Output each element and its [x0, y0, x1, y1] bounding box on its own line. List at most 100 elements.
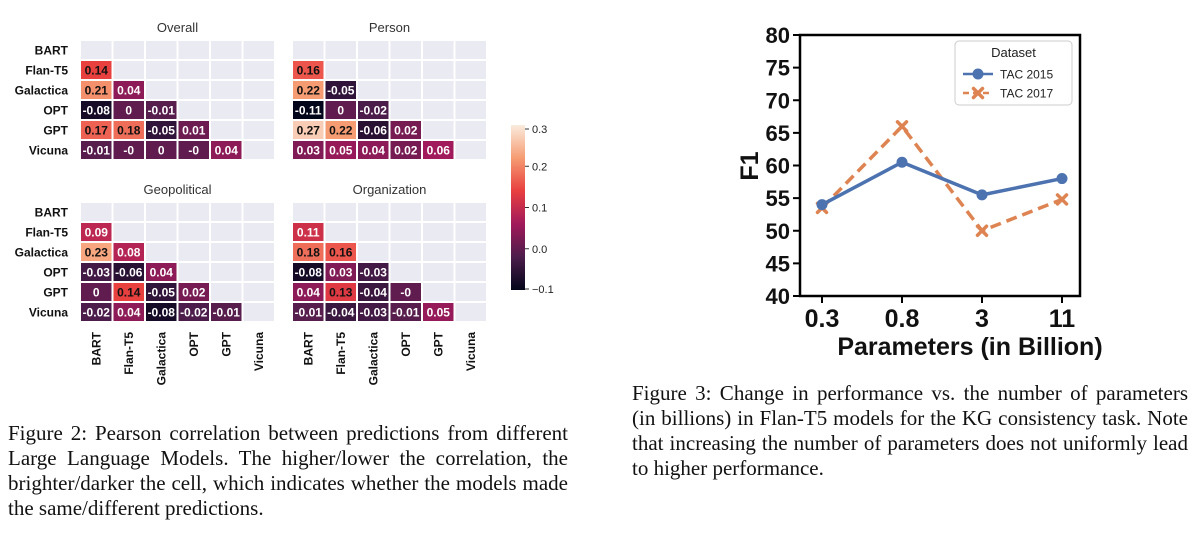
- heatmap-empty-cell: [209, 241, 244, 263]
- heatmap-empty-cell: [421, 281, 456, 303]
- heatmap-cell-label: 0.08: [117, 246, 141, 260]
- heatmap-empty-cell: [144, 79, 179, 101]
- heatmap-cell-label: -0: [188, 144, 199, 158]
- heatmap-empty-cell: [176, 99, 211, 121]
- heatmap-row-label: Galactica: [15, 84, 69, 98]
- heatmap-empty-cell: [356, 241, 391, 263]
- heatmap-title: Organization: [353, 182, 427, 197]
- heatmap-cell-label: 0.14: [117, 286, 141, 300]
- heatmap-cell-label: -0.01: [295, 306, 323, 320]
- y-axis-label: F1: [736, 151, 764, 180]
- heatmap-cell-label: 0.18: [117, 124, 141, 138]
- heatmap-cell-label: -0.01: [213, 306, 241, 320]
- heatmap-column-label: BART: [89, 331, 103, 365]
- series-point: [896, 156, 908, 168]
- heatmap-empty-cell: [356, 59, 391, 81]
- series-point: [971, 86, 985, 100]
- heatmap-column-label: Flan-T5: [334, 332, 348, 375]
- heatmap-empty-cell: [356, 39, 391, 61]
- heatmap-cell-label: -0: [400, 286, 411, 300]
- heatmap-column-label: Galactica: [366, 332, 380, 386]
- heatmap-cell-label: -0.03: [83, 266, 111, 280]
- heatmap-cell-label: -0.08: [148, 306, 176, 320]
- heatmap-empty-cell: [176, 241, 211, 263]
- heatmap-cell-label: -0.06: [360, 124, 388, 138]
- heatmap-cell-label: 0.21: [85, 84, 109, 98]
- heatmap-cell-label: 0.02: [182, 286, 206, 300]
- heatmap-empty-cell: [421, 79, 456, 101]
- heatmap-cell-label: 0.04: [215, 144, 239, 158]
- heatmap-empty-cell: [453, 139, 488, 161]
- heatmap-empty-cell: [209, 281, 244, 303]
- heatmap-empty-cell: [421, 59, 456, 81]
- heatmap-row-label: BART: [35, 44, 69, 58]
- heatmap-column-label: Galactica: [154, 332, 168, 386]
- series-point: [895, 120, 909, 133]
- heatmap-cell-label: -0.05: [148, 124, 176, 138]
- heatmap-panels: Overall 0.14 0.21 0.04 -0.08 0 -0.01 0.17 0.18 -0…: [15, 20, 488, 386]
- heatmap-empty-cell: [453, 301, 488, 323]
- heatmap-empty-cell: [421, 201, 456, 223]
- heatmap-empty-cell: [453, 261, 488, 283]
- heatmap-cell-label: 0.04: [117, 84, 141, 98]
- heatmap-empty-cell: [209, 39, 244, 61]
- heatmap-empty-cell: [241, 59, 276, 81]
- heatmap-empty-cell: [241, 139, 276, 161]
- heatmap-empty-cell: [453, 241, 488, 263]
- heatmap-cell-label: 0.14: [85, 64, 109, 78]
- heatmap-empty-cell: [421, 119, 456, 141]
- legend-box: [954, 40, 1073, 106]
- heatmap-empty-cell: [209, 99, 244, 121]
- heatmap-overall: Overall 0.14 0.21 0.04 -0.08 0 -0.01 0.17 0.18 -0…: [15, 20, 276, 161]
- y-tick-label: 40: [766, 284, 790, 309]
- heatmap-empty-cell: [241, 79, 276, 101]
- heatmap-empty-cell: [356, 201, 391, 223]
- heatmap-cell-label: 0.02: [394, 124, 418, 138]
- heatmap-geopolitical: Geopolitical 0.09 0.23 0.08 -0.03 -0.06 0.04 0 0…: [15, 182, 276, 386]
- heatmap-cell: [209, 301, 244, 323]
- heatmap-empty-cell: [241, 241, 276, 263]
- y-tick-label: 65: [766, 121, 790, 146]
- x-tick-label: 0.8: [885, 305, 920, 333]
- heatmap-empty-cell: [421, 261, 456, 283]
- figure-3-caption: Figure 3: Change in performance vs. the …: [632, 381, 1188, 480]
- heatmap-row-label: Vicuna: [29, 144, 68, 158]
- heatmap-organization: Organization 0.11 0.18 0.16 -0.08 0.03 -0.03 0.…: [291, 182, 488, 386]
- heatmap-empty-cell: [209, 79, 244, 101]
- x-tick-label: 3: [975, 305, 989, 333]
- heatmap-empty-cell: [453, 79, 488, 101]
- colorbar-tick-label: 0.2: [532, 161, 547, 173]
- heatmap-empty-cell: [388, 59, 423, 81]
- heatmap-empty-cell: [323, 201, 358, 223]
- series-point: [976, 189, 988, 201]
- heatmap-cell-label: -0.08: [83, 104, 111, 118]
- colorbar-bar: [511, 125, 525, 290]
- heatmap-cell-label: -0.05: [327, 84, 355, 98]
- heatmap-cell-label: -0.04: [327, 306, 355, 320]
- heatmap-empty-cell: [241, 119, 276, 141]
- legend-title: Dataset: [991, 45, 1036, 60]
- heatmap-empty-cell: [323, 221, 358, 243]
- heatmap-row-label: GPT: [43, 286, 68, 300]
- heatmap-cell-label: -0.06: [115, 266, 143, 280]
- heatmap-empty-cell: [209, 261, 244, 283]
- series-point: [972, 68, 984, 80]
- y-tick-label: 70: [766, 88, 790, 113]
- heatmap-empty-cell: [241, 201, 276, 223]
- series-tac-2015: [816, 156, 1068, 211]
- heatmap-empty-cell: [453, 59, 488, 81]
- heatmap-cell-label: -0.11: [295, 104, 322, 118]
- heatmap-empty-cell: [176, 261, 211, 283]
- heatmap-empty-cell: [144, 201, 179, 223]
- y-tick-label: 75: [766, 56, 790, 81]
- colorbar-tick-label: −0.1: [532, 284, 554, 296]
- heatmap-cell-label: 0.13: [329, 286, 353, 300]
- heatmap-cell-label: 0: [337, 104, 344, 118]
- legend-label: TAC 2017: [1000, 87, 1053, 101]
- heatmap-empty-cell: [176, 39, 211, 61]
- heatmap-empty-cell: [388, 241, 423, 263]
- x-axis-label: Parameters (in Billion): [837, 333, 1102, 361]
- heatmap-empty-cell: [323, 39, 358, 61]
- heatmap-cell-label: -0.01: [148, 104, 176, 118]
- heatmap-cell-label: 0.23: [85, 246, 109, 260]
